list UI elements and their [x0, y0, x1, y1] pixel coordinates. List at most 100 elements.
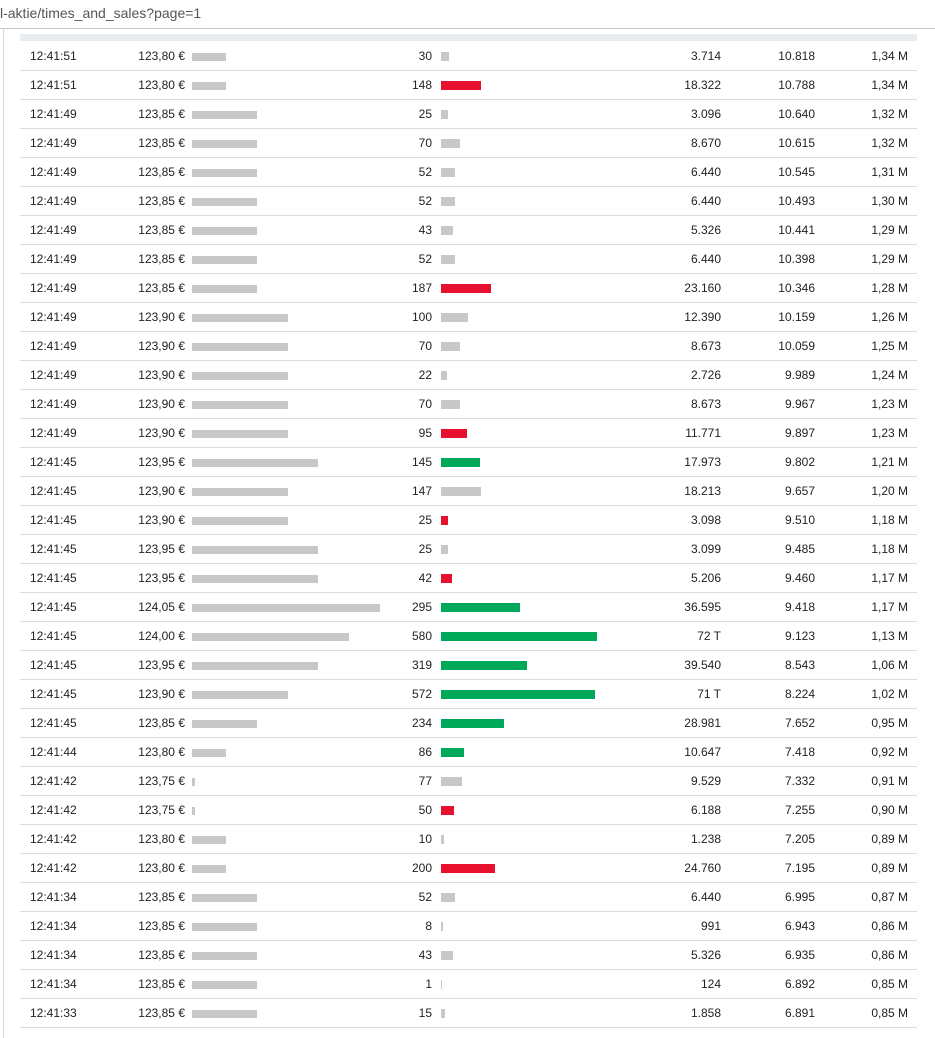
volume-bar-sell [441, 429, 467, 438]
trade-time: 12:41:49 [30, 252, 77, 266]
trade-price: 123,95 € [138, 658, 185, 672]
cumulative-turnover: 1,02 M [871, 687, 908, 701]
price-bar [192, 778, 195, 786]
trade-time: 12:41:45 [30, 484, 77, 498]
trade-time: 12:41:49 [30, 426, 77, 440]
volume-bar-buy [441, 690, 595, 699]
trade-price: 123,90 € [138, 513, 185, 527]
trade-turnover: 3.096 [690, 107, 721, 121]
trade-volume: 1 [425, 977, 432, 991]
cumulative-volume: 10.493 [778, 194, 815, 208]
table-row: 12:41:49 123,85 € 52 6.440 10.398 1,29 M [20, 245, 917, 274]
trade-volume: 95 [418, 426, 432, 440]
trade-volume: 25 [418, 107, 432, 121]
trade-price: 123,80 € [138, 49, 185, 63]
trade-price: 123,85 € [138, 223, 185, 237]
price-bar [192, 836, 226, 844]
cumulative-turnover: 1,29 M [871, 223, 908, 237]
cumulative-volume: 6.943 [784, 919, 815, 933]
volume-bar-neutral [441, 342, 460, 351]
price-bar [192, 575, 318, 583]
volume-bar-sell [441, 864, 495, 873]
volume-bar-buy [441, 632, 597, 641]
trade-price: 123,85 € [138, 890, 185, 904]
volume-bar-neutral [441, 487, 481, 496]
cumulative-turnover: 1,30 M [871, 194, 908, 208]
trade-time: 12:41:42 [30, 832, 77, 846]
page-left-border [3, 29, 4, 1038]
volume-bar-neutral [441, 110, 448, 119]
table-row: 12:41:45 123,95 € 25 3.099 9.485 1,18 M [20, 535, 917, 564]
trade-price: 123,80 € [138, 78, 185, 92]
trade-price: 123,95 € [138, 571, 185, 585]
volume-bar-neutral [441, 400, 460, 409]
address-bar[interactable]: l-aktie/times_and_sales?page=1 [0, 0, 935, 29]
trade-price: 123,85 € [138, 252, 185, 266]
trade-turnover: 5.326 [690, 223, 721, 237]
trade-volume: 50 [418, 803, 432, 817]
trade-volume: 200 [411, 861, 432, 875]
trade-price: 123,95 € [138, 542, 185, 556]
trade-price: 123,90 € [138, 397, 185, 411]
cumulative-volume: 10.346 [778, 281, 815, 295]
trade-time: 12:41:49 [30, 281, 77, 295]
price-bar [192, 401, 288, 409]
price-bar [192, 198, 257, 206]
trade-volume: 8 [425, 919, 432, 933]
table-row: 12:41:49 123,90 € 100 12.390 10.159 1,26 M [20, 303, 917, 332]
volume-bar-neutral [441, 226, 453, 235]
trade-turnover: 10.647 [684, 745, 721, 759]
volume-bar-neutral [441, 893, 455, 902]
volume-bar-neutral [441, 1009, 445, 1018]
trade-volume: 43 [418, 223, 432, 237]
cumulative-volume: 6.892 [784, 977, 815, 991]
trade-volume: 100 [411, 310, 432, 324]
trade-turnover: 18.322 [684, 78, 721, 92]
cumulative-volume: 10.159 [778, 310, 815, 324]
trade-volume: 187 [411, 281, 432, 295]
volume-bar-neutral [441, 545, 448, 554]
cumulative-turnover: 1,31 M [871, 165, 908, 179]
trade-time: 12:41:51 [30, 49, 77, 63]
trade-price: 123,85 € [138, 948, 185, 962]
trade-time: 12:41:45 [30, 658, 77, 672]
trade-turnover: 3.099 [690, 542, 721, 556]
cumulative-turnover: 1,18 M [871, 513, 908, 527]
volume-bar-neutral [441, 139, 460, 148]
trade-volume: 147 [411, 484, 432, 498]
price-bar [192, 981, 257, 989]
cumulative-turnover: 1,26 M [871, 310, 908, 324]
trade-time: 12:41:34 [30, 890, 77, 904]
table-header [20, 34, 917, 41]
table-row: 12:41:49 123,90 € 70 8.673 9.967 1,23 M [20, 390, 917, 419]
volume-bar-neutral [441, 777, 462, 786]
cumulative-turnover: 1,23 M [871, 426, 908, 440]
trade-time: 12:41:34 [30, 977, 77, 991]
table-row: 12:41:51 123,80 € 30 3.714 10.818 1,34 M [20, 42, 917, 71]
trade-turnover: 9.529 [690, 774, 721, 788]
cumulative-turnover: 0,95 M [871, 716, 908, 730]
url-text[interactable]: l-aktie/times_and_sales?page=1 [0, 5, 202, 21]
price-bar [192, 140, 257, 148]
cumulative-turnover: 0,86 M [871, 919, 908, 933]
cumulative-turnover: 1,32 M [871, 107, 908, 121]
cumulative-turnover: 0,90 M [871, 803, 908, 817]
trade-time: 12:41:45 [30, 716, 77, 730]
trade-turnover: 18.213 [684, 484, 721, 498]
table-row: 12:41:42 123,75 € 50 6.188 7.255 0,90 M [20, 796, 917, 825]
trade-price: 123,80 € [138, 861, 185, 875]
trade-turnover: 3.714 [690, 49, 721, 63]
volume-bar-neutral [441, 980, 442, 989]
cumulative-volume: 9.510 [784, 513, 815, 527]
trade-volume: 70 [418, 339, 432, 353]
trade-volume: 42 [418, 571, 432, 585]
cumulative-volume: 9.967 [784, 397, 815, 411]
trade-time: 12:41:45 [30, 600, 77, 614]
trade-turnover: 8.673 [690, 339, 721, 353]
times-and-sales-table: 12:41:51 123,80 €30 3.714 10.818 1,34 M 12:41… [20, 42, 917, 1028]
volume-bar-buy [441, 719, 504, 728]
price-bar [192, 894, 257, 902]
trade-turnover: 6.440 [690, 194, 721, 208]
trade-volume: 70 [418, 136, 432, 150]
table-row: 12:41:42 123,80 € 10 1.238 7.205 0,89 M [20, 825, 917, 854]
